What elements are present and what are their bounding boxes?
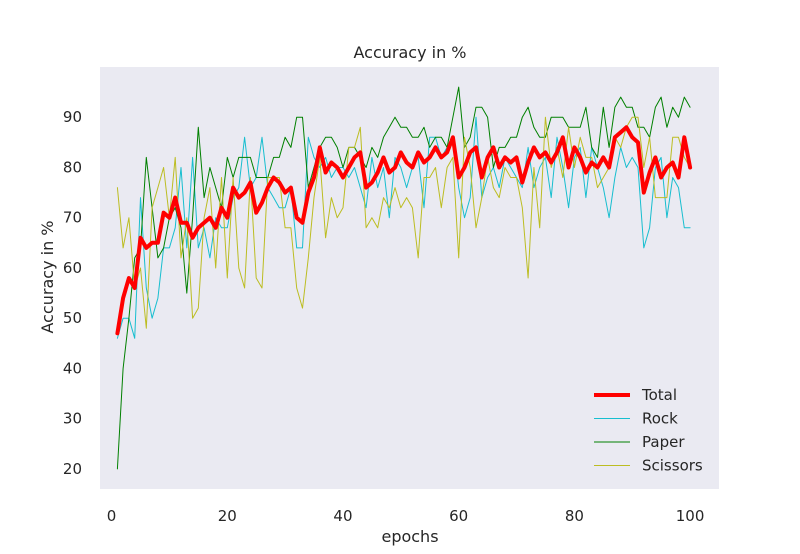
y-axis-label: Accuracy in % <box>38 220 57 333</box>
y-tick-label: 20 <box>63 460 82 478</box>
legend-label: Paper <box>642 433 685 451</box>
series-line-rock <box>116 116 691 339</box>
x-tick-label: 20 <box>218 507 237 525</box>
legend-label: Scissors <box>642 457 703 475</box>
y-tick-label: 60 <box>63 259 82 277</box>
x-tick-label: 60 <box>449 507 468 525</box>
legend-label: Rock <box>642 410 678 428</box>
legend-item-rock: Rock <box>594 410 678 428</box>
x-tick-label: 0 <box>107 507 117 525</box>
y-tick-label: 50 <box>63 309 82 327</box>
y-tick-label: 30 <box>63 410 82 428</box>
x-tick-label: 80 <box>565 507 584 525</box>
x-tick-label: 100 <box>676 507 705 525</box>
y-tick-label: 40 <box>63 359 82 377</box>
series-line-paper <box>116 86 691 470</box>
x-axis-ticks: 0 20 40 60 80 100 <box>107 507 705 525</box>
x-tick-label: 40 <box>333 507 352 525</box>
series-layer <box>115 86 693 470</box>
legend-item-total: Total <box>594 386 677 404</box>
y-tick-label: 90 <box>63 108 82 126</box>
y-axis-ticks: 20 30 40 50 60 70 80 90 <box>63 108 82 478</box>
series-line-total <box>115 125 693 336</box>
y-tick-label: 70 <box>63 209 82 227</box>
legend: Total Rock Paper Scissors <box>594 386 703 475</box>
y-tick-label: 80 <box>63 158 82 176</box>
x-axis-label: epochs <box>381 527 438 546</box>
legend-label: Total <box>641 386 677 404</box>
legend-item-paper: Paper <box>594 433 685 451</box>
legend-item-scissors: Scissors <box>594 457 703 475</box>
chart-title: Accuracy in % <box>353 43 466 62</box>
series-line-scissors <box>116 116 691 329</box>
